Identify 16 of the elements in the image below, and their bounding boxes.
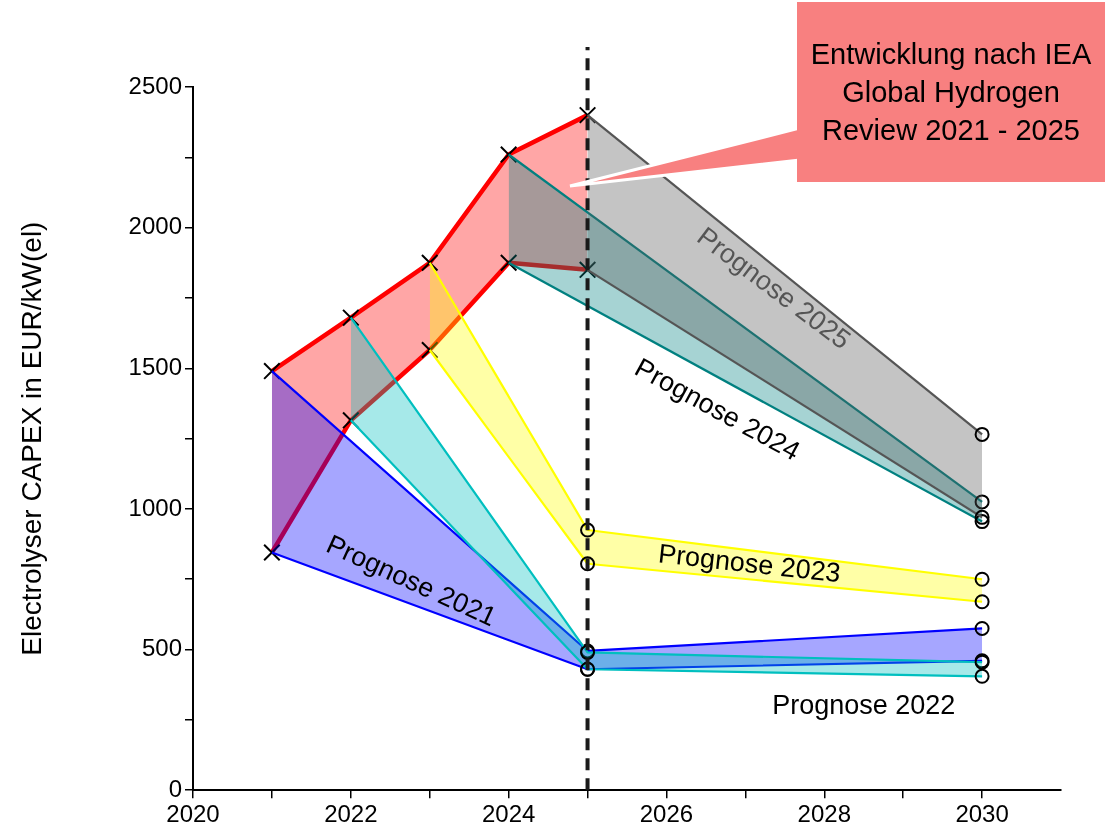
- x-tick-label: 2030: [955, 800, 1009, 828]
- x-tick-label: 2026: [639, 800, 694, 828]
- x-tick-label: 2020: [166, 800, 220, 828]
- y-tick-label: 500: [141, 634, 182, 662]
- callout-box: Entwicklung nach IEA Global Hydrogen Review 2021 - 2025: [797, 2, 1105, 182]
- y-tick-label: 2500: [128, 71, 182, 99]
- y-tick-label: 1500: [128, 352, 182, 380]
- y-tick-label: 2000: [128, 212, 182, 240]
- y-tick-label: 0: [168, 774, 182, 802]
- x-tick-label: 2028: [797, 800, 851, 828]
- series-label: Prognose 2022: [772, 689, 956, 720]
- x-tick-label: 2024: [481, 800, 536, 828]
- y-tick-label: 1000: [128, 493, 182, 521]
- y-axis-title: Electrolyser CAPEX in EUR/kW(el): [15, 221, 47, 656]
- x-tick-label: 2022: [324, 800, 378, 828]
- text: Prognose 2023: [656, 538, 843, 589]
